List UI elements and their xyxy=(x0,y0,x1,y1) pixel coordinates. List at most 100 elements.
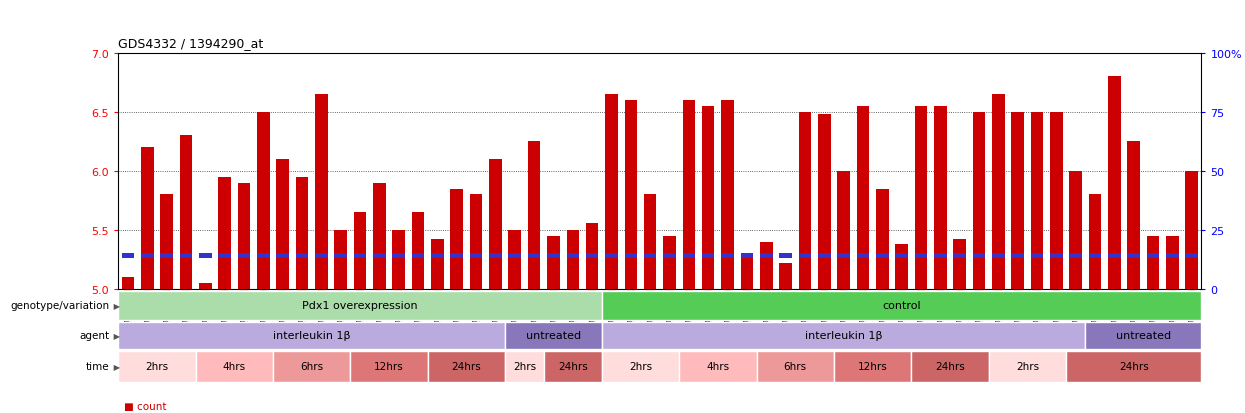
Bar xyxy=(1066,351,1201,382)
Bar xyxy=(601,291,1201,320)
Bar xyxy=(601,322,1086,349)
Bar xyxy=(508,254,522,259)
Bar xyxy=(680,351,757,382)
Bar xyxy=(1185,254,1198,259)
Text: interleukin 1β: interleukin 1β xyxy=(804,330,883,341)
Bar xyxy=(412,213,425,289)
Text: 6hrs: 6hrs xyxy=(783,361,807,372)
Bar xyxy=(895,244,908,289)
Bar xyxy=(664,236,676,289)
Bar xyxy=(911,351,989,382)
Bar xyxy=(682,254,695,259)
Bar xyxy=(1089,195,1102,289)
Bar xyxy=(954,254,966,259)
Bar xyxy=(315,95,327,289)
Text: 4hrs: 4hrs xyxy=(223,361,247,372)
Bar xyxy=(798,112,812,289)
Bar xyxy=(141,148,153,289)
Bar xyxy=(838,254,850,259)
Bar xyxy=(1069,254,1082,259)
Text: 24hrs: 24hrs xyxy=(452,361,482,372)
Bar xyxy=(1069,171,1082,289)
Bar xyxy=(161,254,173,259)
Bar xyxy=(315,254,327,259)
Bar xyxy=(528,142,540,289)
Bar xyxy=(451,189,463,289)
Bar xyxy=(528,254,540,259)
Bar xyxy=(605,95,618,289)
Bar xyxy=(915,254,928,259)
Bar xyxy=(1050,112,1063,289)
Bar xyxy=(451,254,463,259)
Bar xyxy=(505,322,601,349)
Bar xyxy=(1108,77,1120,289)
Bar xyxy=(702,254,715,259)
Bar xyxy=(489,254,502,259)
Bar xyxy=(1147,254,1159,259)
Text: 24hrs: 24hrs xyxy=(558,361,588,372)
Bar xyxy=(586,254,599,259)
Bar xyxy=(834,351,911,382)
Bar xyxy=(1147,236,1159,289)
Bar xyxy=(1108,254,1120,259)
Bar xyxy=(759,254,772,259)
Bar xyxy=(354,254,366,259)
Bar xyxy=(469,195,482,289)
Bar xyxy=(601,351,680,382)
Text: ▶: ▶ xyxy=(111,331,120,340)
Bar xyxy=(818,115,830,289)
Bar xyxy=(586,223,599,289)
Text: 4hrs: 4hrs xyxy=(706,361,730,372)
Bar xyxy=(838,171,850,289)
Bar xyxy=(1128,142,1140,289)
Bar xyxy=(374,254,386,259)
Text: 2hrs: 2hrs xyxy=(1016,361,1038,372)
Text: 2hrs: 2hrs xyxy=(629,361,652,372)
Bar xyxy=(179,136,192,289)
Bar xyxy=(605,254,618,259)
Text: agent: agent xyxy=(80,330,110,341)
Bar xyxy=(1050,254,1063,259)
Bar xyxy=(682,101,695,289)
Bar xyxy=(741,254,753,289)
Text: untreated: untreated xyxy=(1116,330,1172,341)
Bar xyxy=(199,254,212,259)
Bar xyxy=(1089,254,1102,259)
Text: ▶: ▶ xyxy=(111,301,120,310)
Bar xyxy=(992,254,1005,259)
Bar xyxy=(218,254,230,259)
Bar xyxy=(1011,254,1023,259)
Bar xyxy=(428,351,505,382)
Bar xyxy=(195,351,273,382)
Bar xyxy=(350,351,428,382)
Bar xyxy=(972,254,985,259)
Bar xyxy=(335,254,347,259)
Text: time: time xyxy=(86,361,110,372)
Bar xyxy=(431,254,443,259)
Bar xyxy=(489,160,502,289)
Bar xyxy=(118,351,195,382)
Bar xyxy=(989,351,1066,382)
Bar xyxy=(1167,254,1179,259)
Bar xyxy=(548,236,560,289)
Bar xyxy=(759,242,772,289)
Text: 24hrs: 24hrs xyxy=(1119,361,1149,372)
Bar xyxy=(122,278,134,289)
Bar xyxy=(664,254,676,259)
Bar xyxy=(1167,236,1179,289)
Bar xyxy=(296,177,309,289)
Bar xyxy=(374,183,386,289)
Bar xyxy=(392,254,405,259)
Bar xyxy=(934,107,946,289)
Text: 12hrs: 12hrs xyxy=(375,361,403,372)
Bar xyxy=(122,254,134,259)
Bar xyxy=(644,254,656,259)
Bar xyxy=(179,254,192,259)
Bar xyxy=(721,101,733,289)
Text: 6hrs: 6hrs xyxy=(300,361,324,372)
Bar xyxy=(256,112,270,289)
Bar xyxy=(644,195,656,289)
Bar xyxy=(566,230,579,289)
Bar xyxy=(1031,112,1043,289)
Bar xyxy=(1086,322,1201,349)
